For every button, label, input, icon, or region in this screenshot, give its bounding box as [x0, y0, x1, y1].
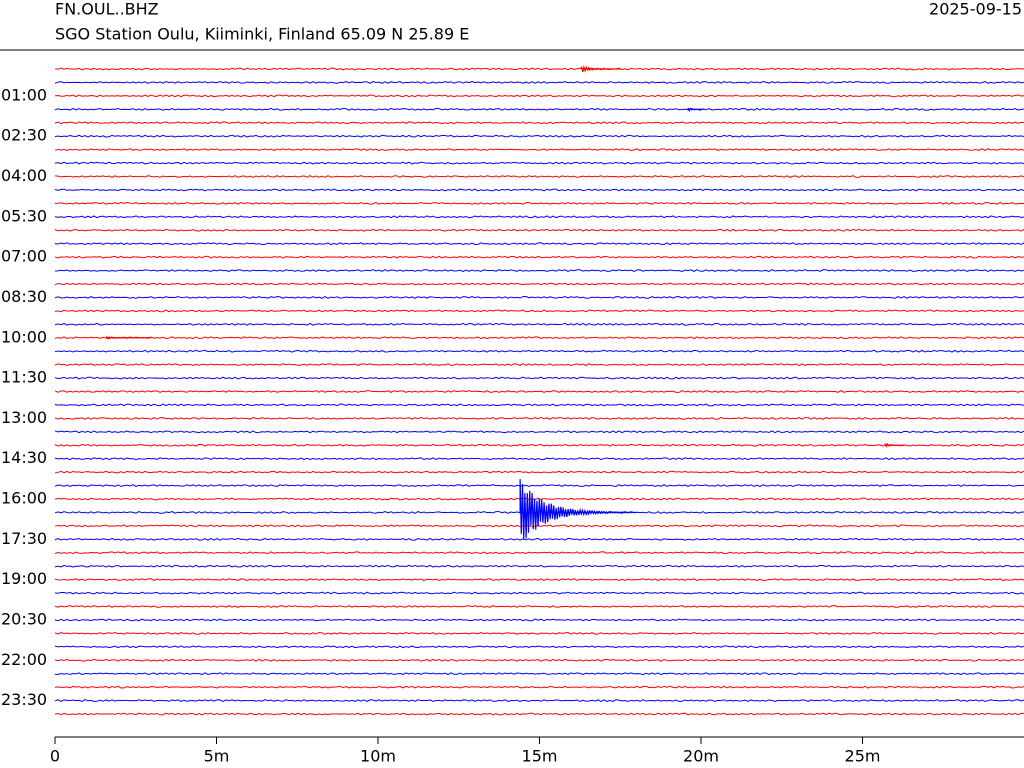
trace	[54, 376, 1024, 380]
trace	[54, 537, 1024, 541]
trace	[54, 349, 1024, 353]
trace	[54, 67, 1024, 71]
x-tick-label: 10m	[360, 747, 396, 766]
row-label: 02:30	[1, 126, 47, 145]
trace	[54, 215, 1024, 219]
trace	[54, 107, 1024, 111]
x-tick-label: 5m	[204, 747, 230, 766]
trace	[54, 591, 1024, 595]
row-label: 05:30	[1, 206, 47, 225]
trace	[54, 363, 1024, 367]
trace	[54, 121, 1024, 125]
station-description: SGO Station Oulu, Kiiminki, Finland 65.0…	[55, 25, 469, 44]
row-label: 07:00	[1, 247, 47, 266]
trace	[54, 443, 1024, 447]
trace	[54, 255, 1024, 259]
row-label: 13:00	[1, 408, 47, 427]
trace	[54, 228, 1024, 232]
trace	[54, 94, 1024, 98]
station-code: FN.OUL..BHZ	[55, 0, 159, 19]
trace	[54, 430, 1024, 434]
row-label: 17:30	[1, 529, 47, 548]
trace	[54, 282, 1024, 286]
trace	[54, 390, 1024, 393]
x-tick-label: 20m	[683, 747, 719, 766]
trace	[54, 699, 1024, 703]
trace	[54, 148, 1024, 152]
row-label: 23:30	[1, 690, 47, 709]
seismic-event	[884, 443, 905, 448]
row-label: 08:30	[1, 287, 47, 306]
trace	[54, 403, 1024, 407]
seismic-event	[519, 479, 636, 539]
row-label: 10:00	[1, 327, 47, 346]
row-label: 20:30	[1, 609, 47, 628]
row-label: 04:00	[1, 166, 47, 185]
trace	[54, 188, 1024, 192]
seismic-event	[580, 64, 620, 73]
row-label: 01:00	[1, 85, 47, 104]
trace	[54, 457, 1024, 461]
row-label: 22:00	[1, 650, 47, 669]
trace	[54, 484, 1024, 488]
trace	[54, 336, 1024, 340]
trace	[54, 322, 1024, 326]
trace	[54, 564, 1024, 568]
trace	[54, 161, 1024, 165]
trace	[54, 175, 1024, 178]
trace	[54, 672, 1024, 676]
x-tick-label: 0	[50, 747, 60, 766]
row-label: 14:30	[1, 448, 47, 467]
x-tick-label: 15m	[522, 747, 558, 766]
trace	[54, 645, 1024, 649]
seismic-event	[106, 335, 152, 340]
trace	[54, 416, 1024, 420]
trace	[54, 269, 1024, 273]
trace	[54, 618, 1024, 622]
trace	[54, 658, 1024, 662]
trace	[54, 551, 1024, 555]
trace	[54, 201, 1024, 205]
trace	[54, 309, 1024, 313]
trace	[54, 578, 1024, 582]
date: 2025-09-15	[929, 0, 1022, 19]
trace	[54, 685, 1024, 689]
trace	[54, 712, 1024, 716]
trace	[54, 242, 1024, 246]
trace	[54, 470, 1024, 474]
trace	[54, 605, 1024, 608]
trace	[54, 295, 1024, 299]
row-label: 16:00	[1, 489, 47, 508]
row-label: 19:00	[1, 569, 47, 588]
seismic-event	[687, 107, 704, 113]
trace	[54, 134, 1024, 138]
trace	[54, 80, 1024, 84]
trace	[54, 631, 1024, 635]
x-tick-label: 25m	[845, 747, 881, 766]
row-label: 11:30	[1, 368, 47, 387]
trace	[54, 524, 1024, 528]
